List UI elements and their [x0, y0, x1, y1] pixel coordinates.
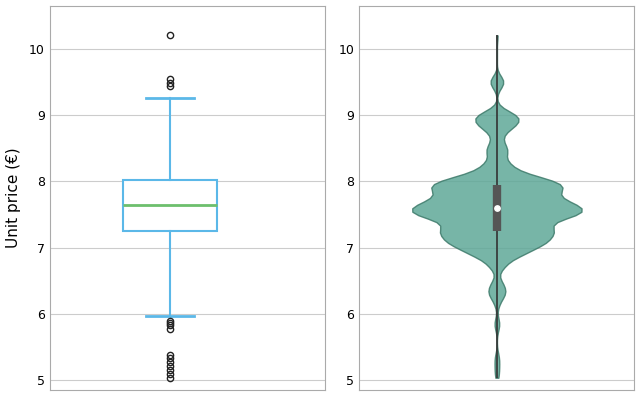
- PathPatch shape: [123, 180, 217, 231]
- Y-axis label: Unit price (€): Unit price (€): [6, 148, 20, 248]
- Point: [492, 205, 502, 211]
